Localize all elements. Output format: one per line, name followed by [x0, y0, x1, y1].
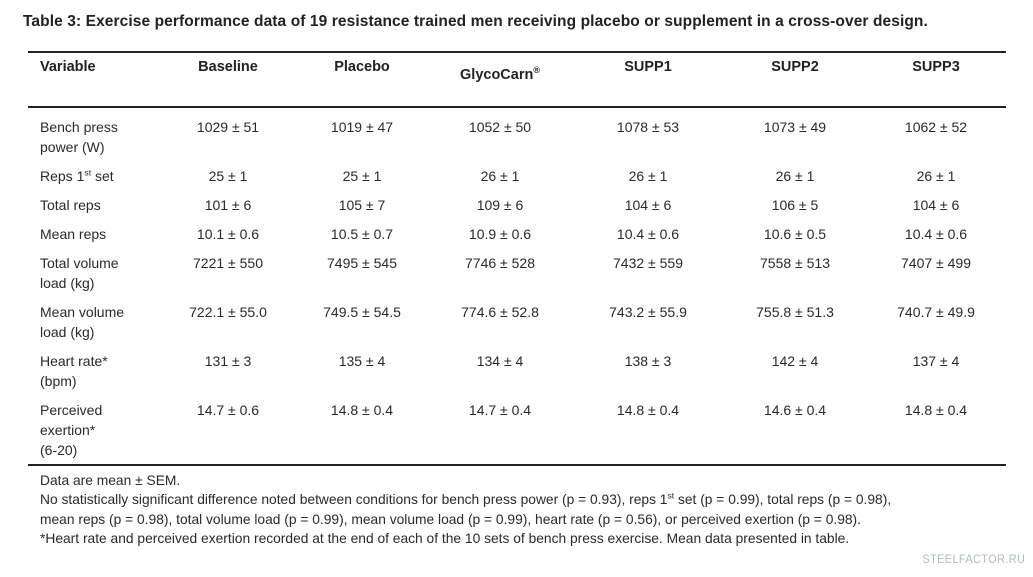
table-cell: 749.5 ± 54.5: [323, 304, 401, 320]
table-cell: 14.7 ± 0.6: [196, 402, 260, 418]
table-row: Heart rate* (bpm) 131 ± 3 135 ± 4 134 ± 4 138…: [28, 342, 1006, 391]
column-header: SUPP1: [572, 52, 724, 108]
exercise-performance-table: Variable Baseline Placebo GlycoCarn® SUPP1 SU…: [28, 51, 1006, 466]
footnote-line: Data are mean ± SEM.: [40, 473, 181, 488]
row-label: Reps 1st set: [40, 167, 114, 184]
table-row: Mean reps 10.1 ± 0.6 10.5 ± 0.7 10.9 ± 0.6 1…: [28, 215, 1006, 244]
table-cell: 10.5 ± 0.7: [330, 226, 394, 242]
table-cell: 743.2 ± 55.9: [609, 304, 687, 320]
footnote-line: mean reps (p = 0.98), total volume load …: [40, 511, 861, 527]
table-cell: 14.8 ± 0.4: [616, 402, 680, 418]
footnote-line: No statistically significant difference …: [40, 490, 892, 508]
table-cell: 10.4 ± 0.6: [616, 226, 680, 242]
table-row: Reps 1st set 25 ± 1 25 ± 1 26 ± 1 26 ± 1 26 ±…: [28, 157, 1006, 186]
table-row: Total volume load (kg) 7221 ± 550 7495 ± 54…: [28, 244, 1006, 293]
table-cell: 131 ± 3: [204, 353, 252, 369]
table-cell: 10.6 ± 0.5: [763, 226, 827, 242]
table-cell: 14.8 ± 0.4: [330, 402, 394, 418]
column-header: GlycoCarn®: [428, 52, 572, 108]
table-cell: 25 ± 1: [208, 168, 248, 184]
table-cell: 134 ± 4: [476, 353, 524, 369]
table-cell: 7495 ± 545: [327, 255, 397, 271]
table-cell: 137 ± 4: [912, 353, 960, 369]
table-cell: 26 ± 1: [916, 168, 956, 184]
table-cell: 14.6 ± 0.4: [763, 402, 827, 418]
table-row: Total reps 101 ± 6 105 ± 7 109 ± 6 104 ± 6 10…: [28, 186, 1006, 215]
table-cell: 10.4 ± 0.6: [904, 226, 968, 242]
row-label: Mean reps: [40, 226, 107, 242]
row-label: Perceived exertion* (6-20): [40, 402, 103, 458]
table-cell: 1062 ± 52: [904, 119, 968, 135]
watermark: STEELFACTOR.RU: [922, 554, 1025, 566]
table-title: Table 3: Exercise performance data of 19…: [23, 13, 928, 30]
row-label: Mean volume load (kg): [40, 304, 125, 340]
table-cell: 106 ± 5: [771, 197, 819, 213]
table-cell: 1073 ± 49: [763, 119, 827, 135]
table-cell: 104 ± 6: [912, 197, 960, 213]
table-cell: 101 ± 6: [204, 197, 252, 213]
table-cell: 740.7 ± 49.9: [897, 304, 975, 320]
table-row: Mean volume load (kg) 722.1 ± 55.0 749.5 ± …: [28, 293, 1006, 342]
table-cell: 135 ± 4: [338, 353, 386, 369]
table-cell: 7221 ± 550: [193, 255, 263, 271]
row-label: Bench press power (W): [40, 119, 118, 155]
row-label: Heart rate* (bpm): [40, 353, 108, 389]
table-cell: 142 ± 4: [771, 353, 819, 369]
table-cell: 105 ± 7: [338, 197, 386, 213]
column-header: Baseline: [160, 52, 296, 108]
table-cell: 14.7 ± 0.4: [468, 402, 532, 418]
table-cell: 10.1 ± 0.6: [196, 226, 260, 242]
table-header-row: Variable Baseline Placebo GlycoCarn® SUPP1 SU…: [28, 52, 1006, 108]
table-cell: 26 ± 1: [628, 168, 668, 184]
table-cell: 7558 ± 513: [760, 255, 830, 271]
table-cell: 26 ± 1: [775, 168, 815, 184]
table-cell: 722.1 ± 55.0: [189, 304, 267, 320]
table-cell: 7432 ± 559: [613, 255, 683, 271]
column-header: SUPP2: [724, 52, 866, 108]
table-cell: 7407 ± 499: [901, 255, 971, 271]
table-cell: 1019 ± 47: [330, 119, 394, 135]
table-cell: 7746 ± 528: [465, 255, 535, 271]
table-cell: 1029 ± 51: [196, 119, 260, 135]
table-cell: 25 ± 1: [342, 168, 382, 184]
table-row: Bench press power (W) 1029 ± 51 1019 ± 47 10…: [28, 107, 1006, 157]
table-row: Perceived exertion* (6-20) 14.7 ± 0.6 14.8 ±…: [28, 391, 1006, 465]
paper-table-page: Table 3: Exercise performance data of 19…: [0, 13, 1033, 577]
table-cell: 104 ± 6: [624, 197, 672, 213]
footnote-line: *Heart rate and perceived exertion recor…: [40, 530, 850, 546]
table-cell: 1052 ± 50: [468, 119, 532, 135]
row-label: Total volume load (kg): [40, 255, 119, 291]
table-footnotes: Data are mean ± SEM. No statistically sig…: [40, 471, 1033, 548]
table-cell: 14.8 ± 0.4: [904, 402, 968, 418]
table-cell: 26 ± 1: [480, 168, 520, 184]
column-header: Variable: [28, 52, 160, 108]
column-header: Placebo: [296, 52, 428, 108]
table-cell: 109 ± 6: [476, 197, 524, 213]
table-cell: 138 ± 3: [624, 353, 672, 369]
table-cell: 774.6 ± 52.8: [461, 304, 539, 320]
table-cell: 10.9 ± 0.6: [468, 226, 532, 242]
table-cell: 755.8 ± 51.3: [756, 304, 834, 320]
table-cell: 1078 ± 53: [616, 119, 680, 135]
column-header: SUPP3: [866, 52, 1006, 108]
row-label: Total reps: [40, 197, 101, 213]
table-body: Bench press power (W) 1029 ± 51 1019 ± 47 10…: [28, 107, 1006, 465]
